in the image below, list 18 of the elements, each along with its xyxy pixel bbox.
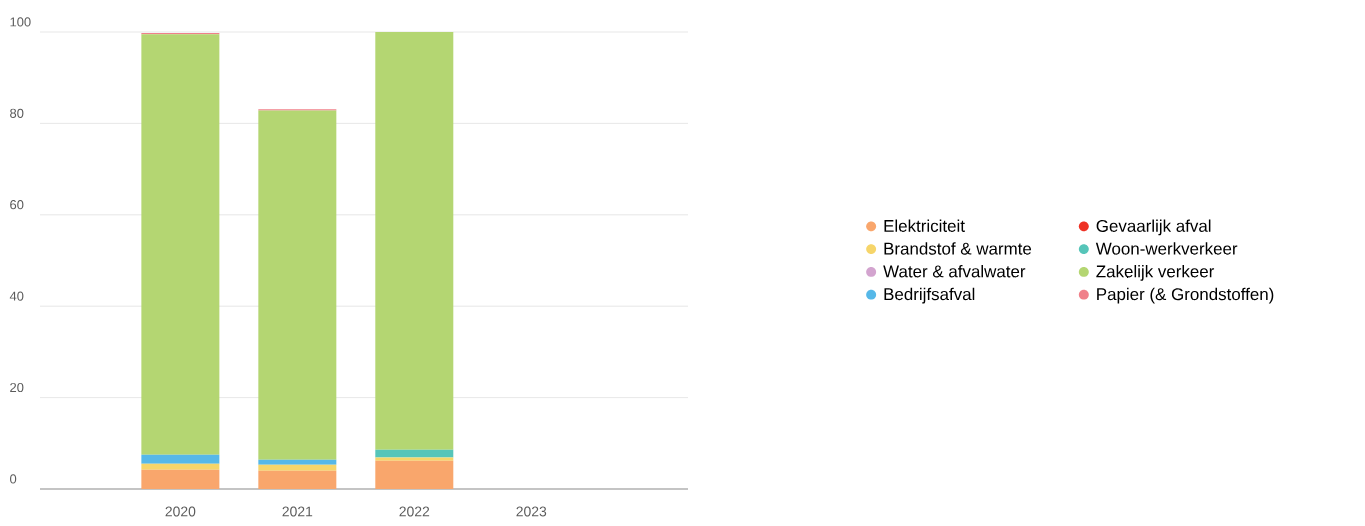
x-tick-label: 2020	[165, 506, 196, 517]
legend-label: Papier (& Grondstoffen)	[1097, 287, 1274, 304]
legend-label: Bedrijfsafval	[884, 287, 975, 304]
x-tick-label: 2023	[516, 506, 547, 517]
y-tick-label: 20	[10, 382, 24, 393]
legend-label: Woon-werkverkeer	[1095, 242, 1238, 255]
x-tick-label: 2022	[399, 506, 430, 517]
x-tick-label: 2021	[282, 506, 313, 517]
y-tick-label: 100	[10, 17, 31, 27]
y-tick-label: 40	[9, 291, 24, 301]
legend-label: Gevaarlijk afval	[1096, 219, 1211, 236]
legend-label: Water & afvalwater	[883, 265, 1026, 278]
legend-label: Brandstof & warmte	[884, 242, 1032, 255]
y-tick-label: 0	[10, 474, 17, 484]
y-tick-label: 60	[10, 200, 24, 210]
legend-label: Zakelijk verkeer	[1096, 265, 1215, 281]
y-tick-label: 80	[10, 108, 24, 118]
legend-label: Elektriciteit	[884, 219, 965, 232]
